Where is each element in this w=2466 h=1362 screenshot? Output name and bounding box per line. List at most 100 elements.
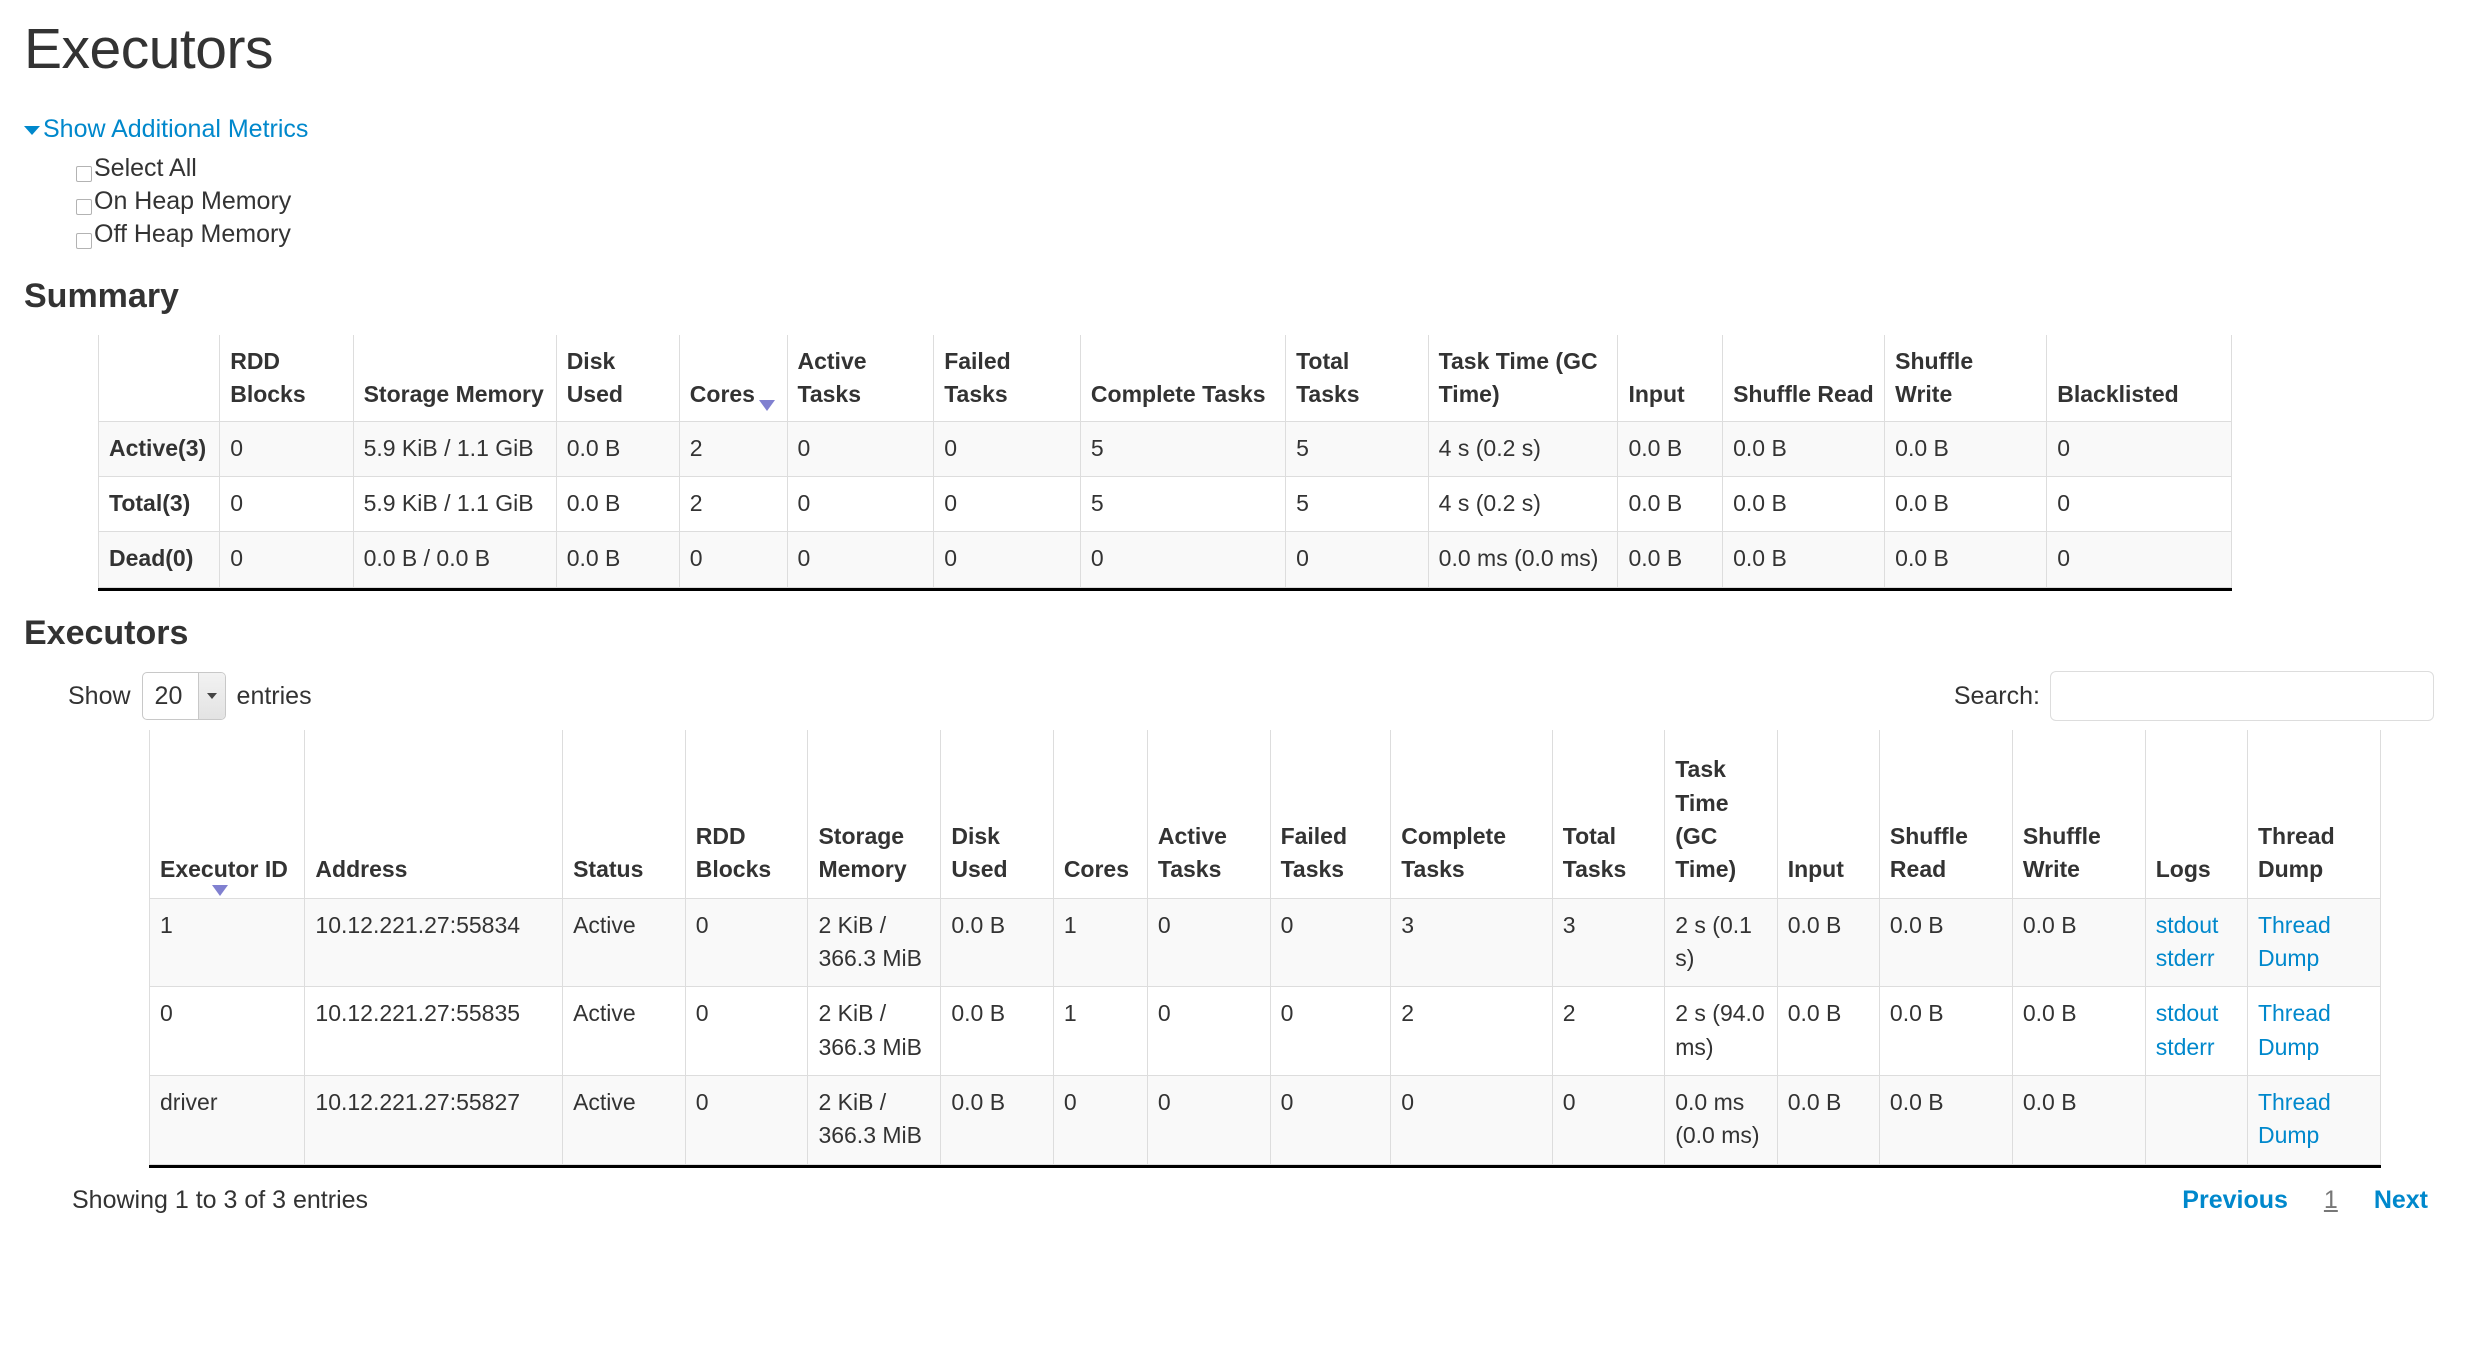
summary-col-task-time[interactable]: Task Time (GC Time) xyxy=(1427,335,1619,422)
pagination-next[interactable]: Next xyxy=(2373,1185,2428,1214)
summary-cell-failed-tasks: 0 xyxy=(933,531,1081,588)
summary-cell-storage-memory: 5.9 KiB / 1.1 GiB xyxy=(352,476,557,533)
exec-cell-shuffle-read: 0.0 B xyxy=(1878,986,2013,1076)
thread-dump-link[interactable]: Thread Dump xyxy=(2257,911,2331,971)
stdout-link[interactable]: stdout xyxy=(2155,1000,2219,1027)
exec-cell-address: 10.12.221.27:55827 xyxy=(304,1074,564,1165)
exec-col-complete-tasks[interactable]: Complete Tasks xyxy=(1390,730,1553,899)
page-length-select[interactable]: 20 xyxy=(141,672,226,721)
exec-cell-task-time: 2 s (0.1 s) xyxy=(1664,897,1778,988)
stderr-link[interactable]: stderr xyxy=(2155,1033,2215,1060)
summary-cell-active-tasks: 0 xyxy=(786,420,935,478)
thread-dump-link[interactable]: Thread Dump xyxy=(2257,1088,2331,1149)
exec-col-executor-id-label: Executor ID xyxy=(160,856,288,883)
exec-col-input[interactable]: Input xyxy=(1776,730,1880,899)
summary-cell-active-tasks: 0 xyxy=(786,476,935,533)
entries-label: entries xyxy=(236,681,312,710)
metric-option-on-heap-memory[interactable]: On Heap Memory xyxy=(76,185,2442,218)
exec-cell-disk-used: 0.0 B xyxy=(940,897,1054,988)
exec-col-rdd-blocks[interactable]: RDD Blocks xyxy=(684,730,809,899)
chevron-down-icon[interactable] xyxy=(197,673,225,720)
exec-cell-status: Active xyxy=(562,1074,686,1165)
on-heap-memory-checkbox[interactable] xyxy=(76,199,92,216)
page-length-value: 20 xyxy=(154,681,183,710)
summary-col-disk-used[interactable]: Disk Used xyxy=(555,335,680,422)
summary-col-input[interactable]: Input xyxy=(1617,335,1724,422)
exec-col-failed-tasks[interactable]: Failed Tasks xyxy=(1269,730,1392,899)
exec-col-shuffle-write[interactable]: Shuffle Write xyxy=(2011,730,2146,899)
show-additional-metrics-toggle[interactable]: Show Additional Metrics xyxy=(24,114,309,143)
exec-cell-logs xyxy=(2144,1074,2248,1165)
metric-option-select-all[interactable]: Select All xyxy=(76,152,2442,185)
search-input[interactable] xyxy=(2050,671,2434,722)
exec-cell-status: Active xyxy=(562,986,686,1076)
exec-cell-shuffle-write: 0.0 B xyxy=(2011,986,2146,1076)
exec-cell-shuffle-read: 0.0 B xyxy=(1878,897,2013,988)
metric-option-off-heap-memory[interactable]: Off Heap Memory xyxy=(76,218,2442,251)
exec-cell-storage-memory: 2 KiB / 366.3 MiB xyxy=(807,897,942,988)
exec-cell-active-tasks: 0 xyxy=(1146,1074,1271,1165)
table-info: Showing 1 to 3 of 3 entries xyxy=(72,1185,369,1214)
summary-cell-rdd-blocks: 0 xyxy=(219,420,354,478)
pagination-previous[interactable]: Previous xyxy=(2182,1185,2288,1214)
summary-cell-failed-tasks: 0 xyxy=(933,476,1081,533)
executors-header-row: Executor ID Address Status RDD Blocks St… xyxy=(148,730,2382,899)
show-label: Show xyxy=(68,681,131,710)
exec-col-shuffle-read[interactable]: Shuffle Read xyxy=(1878,730,2013,899)
exec-col-status[interactable]: Status xyxy=(562,730,686,899)
summary-cell-blacklisted: 0 xyxy=(2046,476,2232,533)
exec-col-logs[interactable]: Logs xyxy=(2144,730,2248,899)
summary-cell-cores: 2 xyxy=(678,420,788,478)
summary-col-complete-tasks[interactable]: Complete Tasks xyxy=(1079,335,1287,422)
summary-col-shuffle-write[interactable]: Shuffle Write xyxy=(1884,335,2048,422)
summary-col-blank[interactable] xyxy=(97,335,221,422)
summary-row-dead: Dead(0) 0 0.0 B / 0.0 B 0.0 B 0 0 0 0 0 … xyxy=(97,531,2232,588)
summary-cell-task-time: 4 s (0.2 s) xyxy=(1427,476,1619,533)
executors-table-container: Executor ID Address Status RDD Blocks St… xyxy=(148,730,2382,1168)
summary-table: RDD Blocks Storage Memory Disk Used Core… xyxy=(97,335,2232,588)
thread-dump-link[interactable]: Thread Dump xyxy=(2257,1000,2331,1060)
off-heap-memory-checkbox[interactable] xyxy=(76,232,92,249)
stdout-link[interactable]: stdout xyxy=(2155,911,2219,938)
summary-col-total-tasks[interactable]: Total Tasks xyxy=(1285,335,1429,422)
exec-cell-task-time: 0.0 ms (0.0 ms) xyxy=(1664,1074,1778,1165)
summary-cell-task-time: 4 s (0.2 s) xyxy=(1427,420,1619,478)
exec-cell-cores: 1 xyxy=(1052,897,1148,988)
summary-cell-shuffle-read: 0.0 B xyxy=(1722,531,1886,588)
exec-col-total-tasks[interactable]: Total Tasks xyxy=(1551,730,1666,899)
pagination-page-1[interactable]: 1 xyxy=(2323,1185,2338,1214)
metric-option-label: Off Heap Memory xyxy=(94,220,291,249)
summary-col-blacklisted[interactable]: Blacklisted xyxy=(2046,335,2232,422)
exec-col-disk-used[interactable]: Disk Used xyxy=(940,730,1054,899)
exec-col-task-time[interactable]: Task Time (GC Time) xyxy=(1664,730,1778,899)
select-all-checkbox[interactable] xyxy=(76,166,92,183)
summary-col-shuffle-read[interactable]: Shuffle Read xyxy=(1722,335,1886,422)
page-length-control: Show 20 entries xyxy=(68,672,312,721)
summary-cell-complete-tasks: 5 xyxy=(1079,420,1287,478)
stderr-link[interactable]: stderr xyxy=(2155,944,2215,971)
exec-col-thread-dump[interactable]: Thread Dump xyxy=(2246,730,2382,899)
exec-col-address[interactable]: Address xyxy=(304,730,564,899)
summary-col-active-tasks[interactable]: Active Tasks xyxy=(786,335,935,422)
summary-col-storage-memory[interactable]: Storage Memory xyxy=(352,335,557,422)
exec-cell-executor-id: driver xyxy=(148,1074,306,1165)
summary-cell-rdd-blocks: 0 xyxy=(219,476,354,533)
exec-cell-rdd-blocks: 0 xyxy=(684,1074,809,1165)
summary-row-label: Active(3) xyxy=(97,420,221,478)
summary-cell-blacklisted: 0 xyxy=(2046,531,2232,588)
exec-col-active-tasks[interactable]: Active Tasks xyxy=(1146,730,1271,899)
summary-col-failed-tasks[interactable]: Failed Tasks xyxy=(933,335,1081,422)
summary-cell-storage-memory: 0.0 B / 0.0 B xyxy=(352,531,557,588)
exec-col-cores[interactable]: Cores xyxy=(1052,730,1148,899)
summary-cell-disk-used: 0.0 B xyxy=(555,420,680,478)
summary-cell-cores: 2 xyxy=(678,476,788,533)
summary-col-rdd-blocks[interactable]: RDD Blocks xyxy=(219,335,354,422)
summary-table-container: RDD Blocks Storage Memory Disk Used Core… xyxy=(97,335,2232,591)
exec-col-storage-memory[interactable]: Storage Memory xyxy=(807,730,942,899)
summary-col-cores[interactable]: Cores xyxy=(678,335,788,422)
summary-cell-shuffle-write: 0.0 B xyxy=(1884,476,2048,533)
exec-cell-thread-dump: Thread Dump xyxy=(2246,986,2382,1076)
table-row: driver 10.12.221.27:55827 Active 0 2 KiB… xyxy=(148,1074,2382,1165)
exec-col-executor-id[interactable]: Executor ID xyxy=(148,730,306,899)
show-additional-metrics-label: Show Additional Metrics xyxy=(43,114,309,143)
